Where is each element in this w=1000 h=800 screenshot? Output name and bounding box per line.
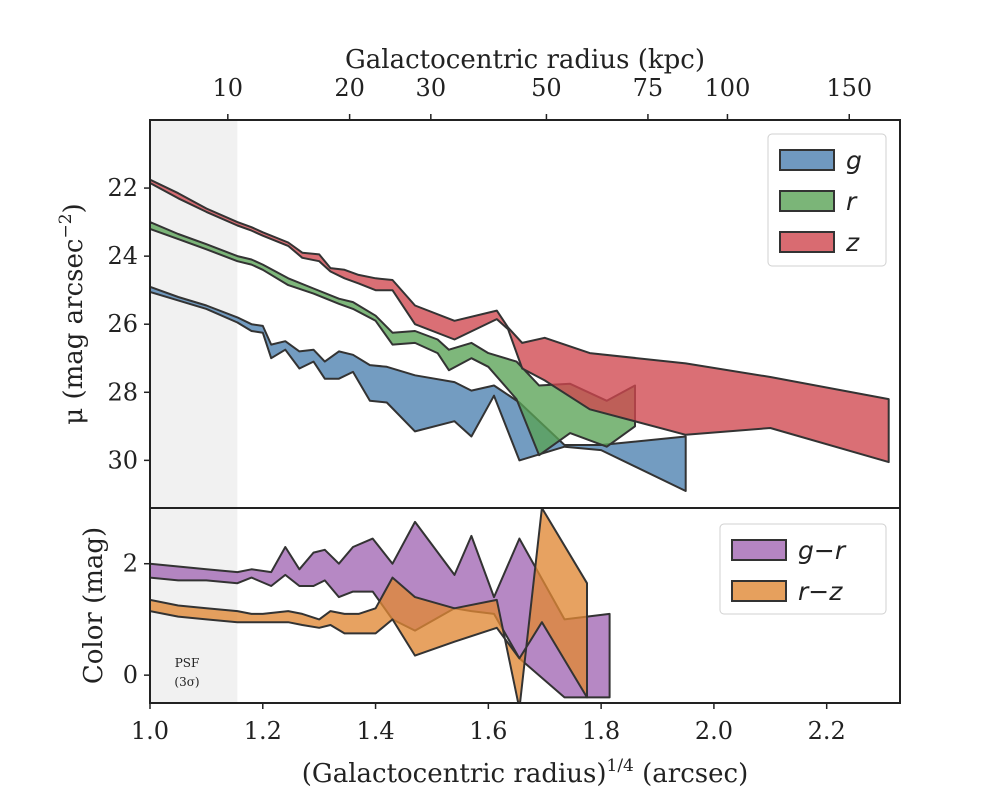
legend: grz — [767, 133, 887, 267]
x-tick-label: 1.6 — [469, 717, 507, 745]
bottom-axes-frame — [149, 507, 901, 704]
legend-label-g: g — [846, 146, 862, 175]
axis-labels: (Galactocentric radius)1/4 (arcsec) Galac… — [56, 45, 748, 789]
series-band-z — [150, 178, 890, 464]
x-tick-label: 2.0 — [695, 717, 733, 745]
y-axis-label: μ (mag arcsec−2) — [56, 203, 89, 424]
x2-tick-label: 20 — [334, 74, 365, 102]
legend-swatch-r — [779, 190, 835, 212]
series-band-r — [150, 221, 636, 457]
y-tick-label: 0 — [123, 661, 138, 689]
legend-swatch-g−r — [731, 539, 787, 561]
y-tick-label: 28 — [107, 378, 138, 406]
y-axis-label-color: Color (mag) — [79, 527, 109, 684]
y-tick-label: 30 — [107, 446, 138, 474]
legend-label-r−z: r−z — [798, 577, 843, 606]
legend: g−r r−z — [719, 523, 887, 615]
y-tick-label: 2 — [123, 550, 138, 578]
x-axis-label: (Galactocentric radius)1/4 (arcsec) — [302, 756, 748, 789]
y-tick-label: 24 — [107, 242, 138, 270]
y-tick-label: 26 — [107, 310, 138, 338]
series-band-r−z — [150, 508, 588, 703]
x2-tick-label: 150 — [826, 74, 872, 102]
x2-axis-label: Galactocentric radius (kpc) — [345, 45, 705, 75]
series-r−z-area — [150, 508, 588, 703]
x-tick-label: 2.2 — [808, 717, 846, 745]
x-tick-label: 1.0 — [131, 717, 169, 745]
x2-tick-label: 10 — [213, 74, 244, 102]
x2-tick-label: 30 — [416, 74, 447, 102]
y-tick-label: 22 — [107, 174, 138, 202]
legend-swatch-r−z — [731, 580, 787, 602]
x-tick-label: 1.8 — [582, 717, 620, 745]
x2-tick-label: 75 — [633, 74, 664, 102]
legend-swatch-g — [779, 149, 835, 171]
x-tick-label: 1.2 — [244, 717, 282, 745]
legend-label-g−r: g−r — [798, 536, 847, 565]
series-r-area — [150, 221, 636, 457]
series-band-g−r — [150, 520, 611, 699]
color-panel: PSF (3σ) 0 2 1.0 1.2 1.4 1.6 1.8 2.0 2.2 g−r r−z — [123, 507, 901, 745]
legend-label-z: z — [845, 228, 860, 257]
x-tick-label: 1.4 — [356, 717, 394, 745]
legend-label-r: r — [846, 187, 858, 216]
legend-swatch-z — [779, 231, 835, 253]
series-z-area — [150, 178, 890, 464]
x2-tick-label: 50 — [531, 74, 562, 102]
x2-tick-label: 100 — [705, 74, 751, 102]
series-g−r-area — [150, 520, 611, 699]
surface-brightness-panel: 22 24 26 28 30 10 20 30 50 75 100 150 grz — [107, 74, 901, 509]
psf-sublabel: (3σ) — [174, 675, 199, 689]
psf-label: PSF — [175, 656, 200, 670]
